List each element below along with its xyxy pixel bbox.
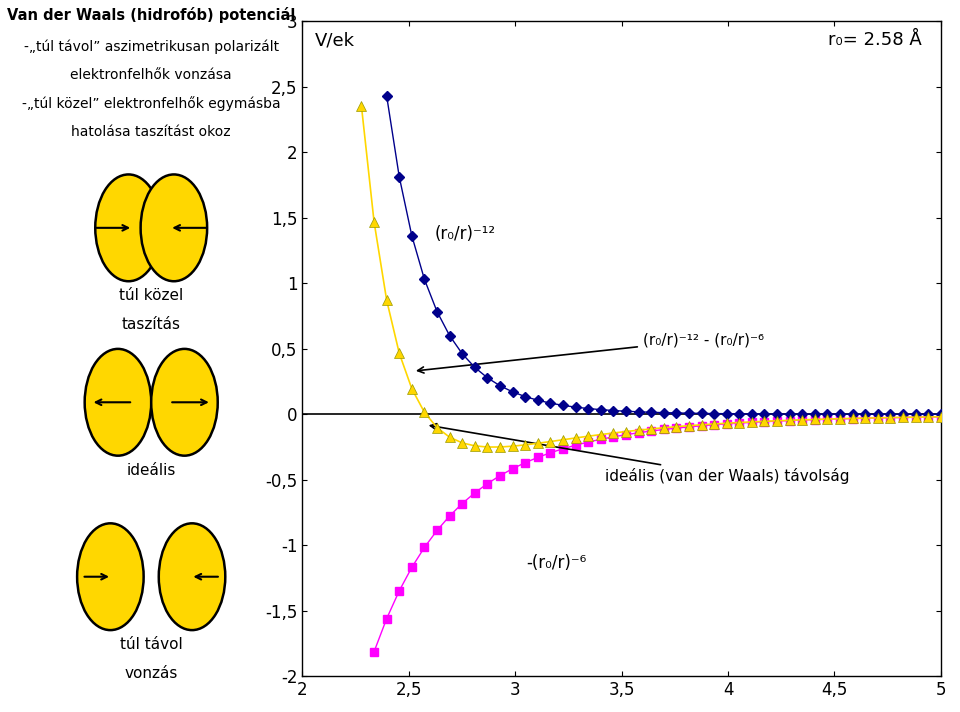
Ellipse shape [140,174,207,281]
Text: ideális (van der Waals) távolság: ideális (van der Waals) távolság [430,424,849,484]
Ellipse shape [84,349,151,456]
Text: (r₀/r)⁻¹²: (r₀/r)⁻¹² [434,224,495,243]
Ellipse shape [151,349,218,456]
Text: taszítás: taszítás [122,317,180,332]
Ellipse shape [95,174,162,281]
Text: vonzás: vonzás [125,666,178,681]
Text: Van der Waals (hidrofób) potenciál: Van der Waals (hidrofób) potenciál [7,7,296,23]
Text: r₀= 2.58 Å: r₀= 2.58 Å [828,31,922,49]
Text: -„túl távol” aszimetrikusan polarizált: -„túl távol” aszimetrikusan polarizált [24,39,278,53]
Text: túl távol: túl távol [120,637,182,652]
Text: elektronfelhők vonzása: elektronfelhők vonzása [70,68,232,82]
Text: ideális: ideális [127,463,176,478]
Ellipse shape [158,523,226,630]
Text: V/ek: V/ek [315,31,355,49]
Ellipse shape [77,523,144,630]
Text: hatolása taszítást okoz: hatolása taszítást okoz [71,125,231,139]
Text: -(r₀/r)⁻⁶: -(r₀/r)⁻⁶ [526,554,587,572]
Text: (r₀/r)⁻¹² - (r₀/r)⁻⁶: (r₀/r)⁻¹² - (r₀/r)⁻⁶ [418,333,764,373]
Text: -„túl közel” elektronfelhők egymásba: -„túl közel” elektronfelhők egymásba [22,96,280,111]
Text: túl közel: túl közel [119,288,183,303]
